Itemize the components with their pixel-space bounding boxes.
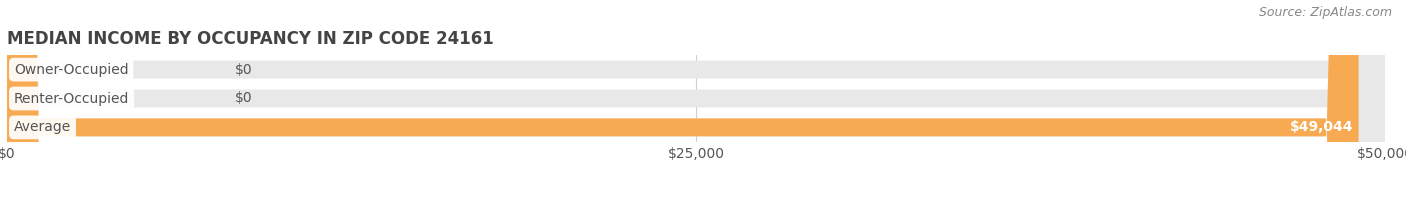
Text: $0: $0 (235, 91, 252, 106)
Text: Source: ZipAtlas.com: Source: ZipAtlas.com (1258, 6, 1392, 19)
FancyBboxPatch shape (7, 0, 1385, 197)
FancyBboxPatch shape (7, 0, 1385, 197)
Text: $49,044: $49,044 (1289, 120, 1353, 134)
FancyBboxPatch shape (7, 0, 1385, 197)
Text: Average: Average (14, 120, 72, 134)
Text: Owner-Occupied: Owner-Occupied (14, 63, 128, 77)
FancyBboxPatch shape (7, 0, 1358, 197)
Text: $0: $0 (235, 63, 252, 77)
Text: MEDIAN INCOME BY OCCUPANCY IN ZIP CODE 24161: MEDIAN INCOME BY OCCUPANCY IN ZIP CODE 2… (7, 30, 494, 48)
Text: Renter-Occupied: Renter-Occupied (14, 91, 129, 106)
